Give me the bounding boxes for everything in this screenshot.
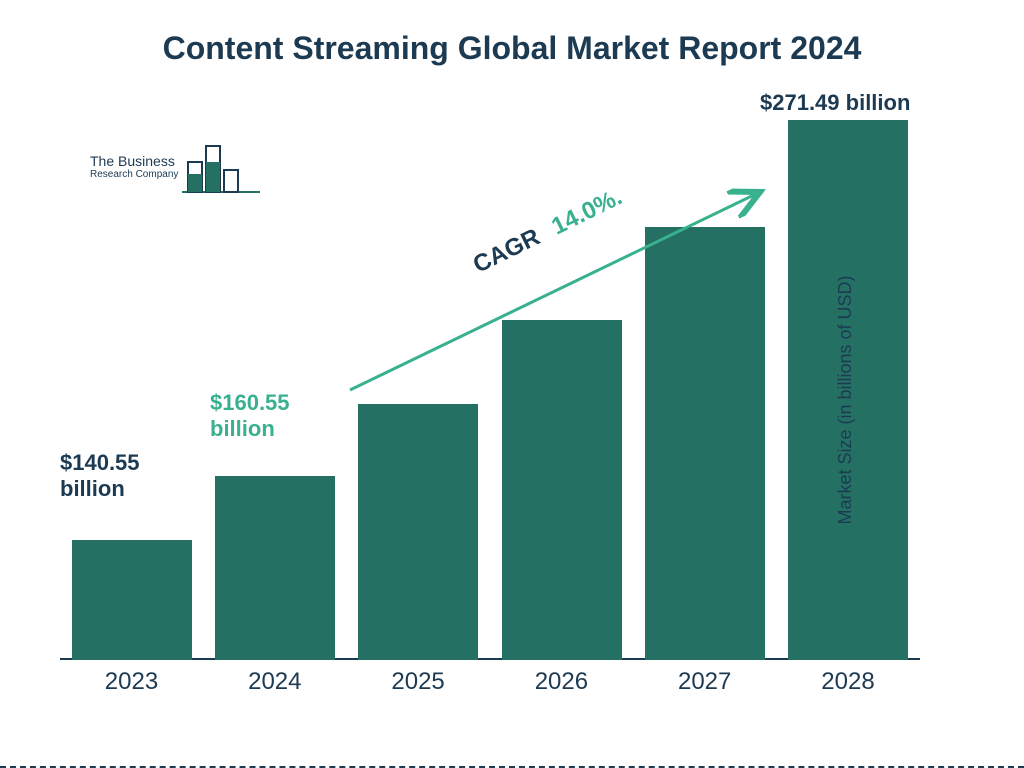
x-label-2023: 2023 bbox=[60, 668, 203, 696]
x-label-2026: 2026 bbox=[490, 668, 633, 696]
y-axis-label: Market Size (in billions of USD) bbox=[835, 275, 856, 524]
bar-2024 bbox=[215, 476, 335, 660]
bar-2027 bbox=[645, 227, 765, 660]
x-label-2027: 2027 bbox=[633, 668, 776, 696]
bar-2025 bbox=[358, 404, 478, 660]
value-label-2024: $160.55 billion bbox=[210, 390, 320, 443]
x-label-2025: 2025 bbox=[347, 668, 490, 696]
bar-2023 bbox=[72, 540, 192, 660]
chart-plot: 202320242025202620272028 bbox=[60, 100, 920, 660]
chart-area: 202320242025202620272028 CAGR 14.0%. $14… bbox=[60, 100, 920, 700]
x-label-2024: 2024 bbox=[203, 668, 346, 696]
x-label-2028: 2028 bbox=[777, 668, 920, 696]
value-label-2028: $271.49 billion bbox=[760, 90, 940, 116]
chart-title: Content Streaming Global Market Report 2… bbox=[0, 0, 1024, 67]
value-label-2023: $140.55 billion bbox=[60, 450, 170, 503]
bar-2026 bbox=[502, 320, 622, 660]
